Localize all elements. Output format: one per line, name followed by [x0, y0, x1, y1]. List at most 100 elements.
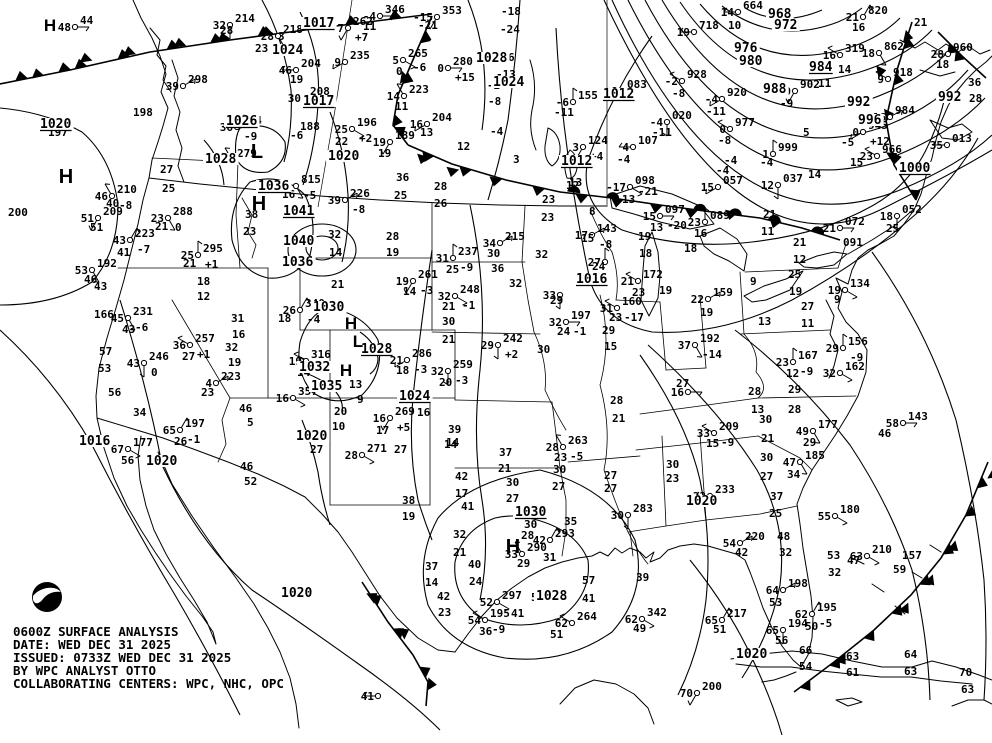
station-value: 53 — [827, 549, 840, 562]
station-value: 25 — [162, 182, 175, 195]
wind-barb — [347, 192, 358, 199]
station-plot — [704, 291, 721, 303]
station-value: 16 — [852, 21, 866, 34]
station-value: 37 — [425, 560, 438, 573]
station-plot — [601, 247, 610, 266]
station-value: 32 — [328, 228, 341, 241]
isobar-label — [270, 44, 306, 56]
station-value: 10 — [332, 420, 345, 433]
station-temp: 0 — [719, 123, 726, 136]
station-pressure: 290 — [527, 541, 547, 554]
station-pressure: 223 — [135, 227, 155, 240]
station-plot — [886, 109, 903, 121]
station-tendency: -8 — [599, 238, 612, 251]
station-value: 63 — [846, 650, 859, 663]
station-pressure: 210 — [117, 183, 137, 196]
station-temp: 29 — [826, 342, 839, 355]
station-temp: 28 — [546, 441, 559, 454]
station-plot — [691, 341, 703, 358]
station-pressure: 342 — [647, 606, 667, 619]
station-value: 5 — [803, 126, 810, 139]
station-plot — [841, 286, 858, 300]
station-plot — [836, 369, 853, 383]
station-pressure: 286 — [412, 347, 432, 360]
wind-barb — [457, 297, 468, 306]
station-value: 25 — [886, 222, 899, 235]
station-plot — [827, 45, 844, 59]
station-value: 50 — [805, 620, 818, 633]
isobar-value: 1012 — [603, 87, 634, 102]
maritimes-coast — [899, 39, 991, 55]
station-pressure: 264 — [577, 610, 597, 623]
isobar-label — [279, 587, 315, 599]
lake-michigan — [640, 231, 661, 317]
cuba-south-coast — [735, 663, 973, 685]
station-temp: 62 — [625, 613, 638, 626]
station-plot — [669, 71, 686, 85]
station-pressure: 293 — [555, 527, 575, 540]
station-temp: 32 — [438, 290, 451, 303]
wind-barb — [623, 518, 629, 530]
station-temp: 45 — [111, 312, 124, 325]
station-plot — [736, 535, 753, 547]
wind-barb — [785, 93, 794, 104]
station-plot — [472, 610, 489, 624]
station-value: 38 — [402, 494, 415, 507]
pressure-center-H: H — [59, 166, 73, 188]
isobar-value: 976 — [734, 41, 758, 56]
station-value: 21 — [761, 432, 775, 445]
station-plot — [394, 356, 411, 368]
isobar-label — [772, 19, 800, 31]
station-plot — [875, 49, 887, 66]
cold-front — [793, 461, 992, 693]
station-pressure: 197 — [185, 417, 205, 430]
station-value: 38 — [245, 208, 258, 221]
station-pressure: 269 — [395, 405, 415, 418]
station-temp: 21 — [621, 275, 635, 288]
station-pressure: 215 — [505, 230, 525, 243]
station-temp: 3 — [572, 141, 579, 154]
station-temp: 64 — [766, 584, 780, 597]
station-pressure: 172 — [643, 268, 663, 281]
station-value: 46 — [239, 402, 253, 415]
station-plot — [164, 214, 176, 231]
station-tendency: -9 — [721, 436, 734, 449]
station-value: 32 — [225, 341, 238, 354]
station-value: 23 — [201, 386, 214, 399]
station-temp: 16 — [373, 412, 387, 425]
wind-barb — [364, 456, 375, 465]
station-plot — [723, 7, 742, 16]
isobar-label — [766, 8, 794, 20]
station-pressure: 346 — [385, 3, 405, 16]
jamaica — [835, 697, 863, 707]
station-value: 70 — [959, 666, 972, 679]
st-lawrence — [847, 208, 915, 255]
station-value: 0 — [396, 65, 403, 78]
station-value: 14 — [444, 438, 458, 451]
station-tendency: -3 — [414, 363, 427, 376]
station-plot — [376, 12, 395, 21]
station-value: 36 — [479, 625, 493, 638]
wind-barb — [555, 298, 561, 310]
station-temp: 21 — [823, 222, 837, 235]
station-value: 56 — [108, 386, 122, 399]
wind-barb — [427, 19, 436, 30]
station-pressure: 920 — [727, 86, 747, 99]
wind-barb — [842, 374, 853, 383]
station-value: 27 — [506, 492, 519, 505]
station-pressure: 263 — [568, 434, 588, 447]
station-value: 24 — [469, 575, 483, 588]
station-temp: 63 — [850, 550, 863, 563]
station-plot — [88, 214, 102, 231]
station-temp: 67 — [111, 443, 124, 456]
station-value: -4 — [490, 125, 504, 138]
station-pressure: 223 — [409, 83, 429, 96]
station-pressure: 984 — [895, 104, 915, 117]
station-plot — [623, 511, 632, 530]
wind-barb — [604, 247, 610, 259]
station-temp: 31 — [436, 252, 450, 265]
station-value: 23 — [243, 225, 256, 238]
station-value: 23 — [609, 311, 622, 324]
station-temp: 32 — [823, 367, 836, 380]
station-value: 23 — [255, 42, 268, 55]
